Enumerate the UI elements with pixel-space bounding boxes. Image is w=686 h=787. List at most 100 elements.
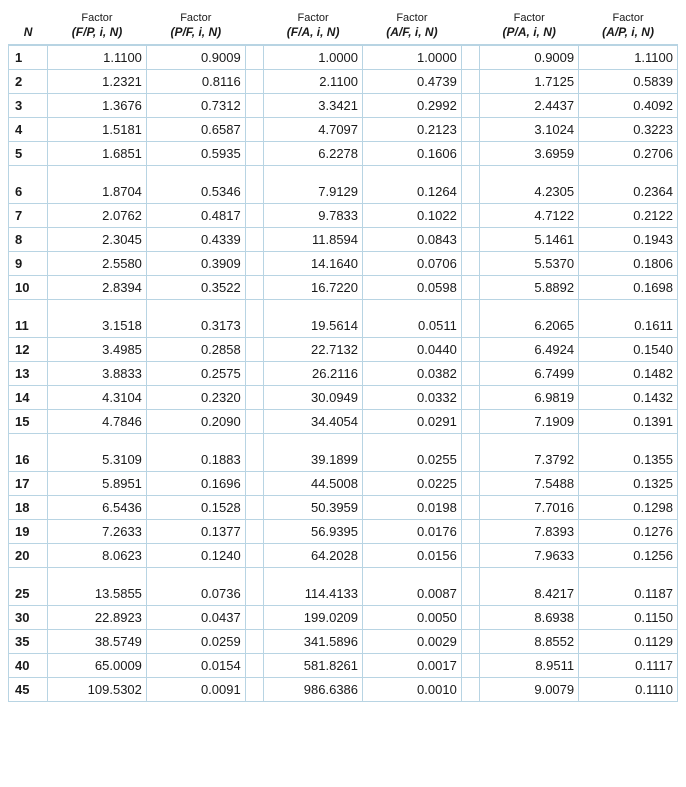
- cell-value: 1.0000: [363, 45, 462, 70]
- col-n: N: [9, 8, 48, 45]
- cell-value: 0.3522: [146, 275, 245, 299]
- cell-value: 3.1518: [48, 314, 147, 338]
- cell-value: 2.5580: [48, 251, 147, 275]
- cell-value: 0.4817: [146, 203, 245, 227]
- cell-value: 0.7312: [146, 93, 245, 117]
- cell-value: 0.1298: [579, 495, 678, 519]
- cell-n: 19: [9, 519, 48, 543]
- cell-value: 0.0382: [363, 361, 462, 385]
- cell-value: 6.2065: [480, 314, 579, 338]
- table-row: 123.49850.285822.71320.04406.49240.1540: [9, 337, 678, 361]
- cell-value: 0.8116: [146, 69, 245, 93]
- table-row: 186.54360.152850.39590.01987.70160.1298: [9, 495, 678, 519]
- cell-value: 0.1482: [579, 361, 678, 385]
- cell-n: 11: [9, 314, 48, 338]
- cell-gap: [461, 141, 480, 165]
- cell-value: 0.1391: [579, 409, 678, 433]
- cell-value: 0.1698: [579, 275, 678, 299]
- cell-value: 0.0598: [363, 275, 462, 299]
- cell-value: 1.1100: [579, 45, 678, 70]
- cell-n: 25: [9, 582, 48, 606]
- col-gap-1: [245, 8, 264, 45]
- cell-n: 3: [9, 93, 48, 117]
- cell-n: 17: [9, 471, 48, 495]
- cell-value: 0.1883: [146, 448, 245, 472]
- cell-value: 0.2575: [146, 361, 245, 385]
- cell-value: 0.2992: [363, 93, 462, 117]
- table-row: 165.31090.188339.18990.02557.37920.1355: [9, 448, 678, 472]
- cell-n: 4: [9, 117, 48, 141]
- cell-value: 0.9009: [146, 45, 245, 70]
- table-row: 197.26330.137756.93950.01767.83930.1276: [9, 519, 678, 543]
- cell-value: 0.0736: [146, 582, 245, 606]
- cell-gap: [245, 361, 264, 385]
- table-row: 133.88330.257526.21160.03826.74990.1482: [9, 361, 678, 385]
- cell-value: 7.1909: [480, 409, 579, 433]
- table-row: 113.15180.317319.56140.05116.20650.1611: [9, 314, 678, 338]
- table-row: 41.51810.65874.70970.21233.10240.3223: [9, 117, 678, 141]
- spacer-row: [9, 165, 678, 180]
- cell-value: 22.8923: [48, 605, 147, 629]
- cell-value: 7.8393: [480, 519, 579, 543]
- cell-gap: [461, 251, 480, 275]
- cell-gap: [245, 251, 264, 275]
- cell-value: 1.1100: [48, 45, 147, 70]
- cell-value: 341.5896: [264, 629, 363, 653]
- cell-value: 11.8594: [264, 227, 363, 251]
- cell-value: 1.7125: [480, 69, 579, 93]
- cell-value: 4.7097: [264, 117, 363, 141]
- cell-gap: [245, 227, 264, 251]
- cell-value: 0.1187: [579, 582, 678, 606]
- cell-gap: [461, 227, 480, 251]
- cell-value: 8.8552: [480, 629, 579, 653]
- cell-gap: [461, 409, 480, 433]
- cell-gap: [461, 543, 480, 567]
- cell-value: 5.1461: [480, 227, 579, 251]
- cell-value: 0.1240: [146, 543, 245, 567]
- cell-value: 986.6386: [264, 677, 363, 701]
- cell-value: 3.8833: [48, 361, 147, 385]
- cell-value: 0.0087: [363, 582, 462, 606]
- cell-value: 0.0259: [146, 629, 245, 653]
- col-ap: Factor (A/P, i, N): [579, 8, 678, 45]
- col-fp: Factor (F/P, i, N): [48, 8, 147, 45]
- cell-value: 50.3959: [264, 495, 363, 519]
- cell-value: 65.0009: [48, 653, 147, 677]
- cell-value: 6.5436: [48, 495, 147, 519]
- cell-value: 0.1355: [579, 448, 678, 472]
- spacer-row: [9, 299, 678, 314]
- cell-value: 9.7833: [264, 203, 363, 227]
- table-row: 154.78460.209034.40540.02917.19090.1391: [9, 409, 678, 433]
- cell-value: 0.0198: [363, 495, 462, 519]
- cell-value: 0.2364: [579, 180, 678, 204]
- cell-gap: [461, 629, 480, 653]
- cell-value: 0.2858: [146, 337, 245, 361]
- cell-value: 0.2090: [146, 409, 245, 433]
- cell-gap: [461, 605, 480, 629]
- cell-value: 0.4339: [146, 227, 245, 251]
- cell-gap: [245, 45, 264, 70]
- table-row: 102.83940.352216.72200.05985.88920.1698: [9, 275, 678, 299]
- cell-value: 8.9511: [480, 653, 579, 677]
- cell-value: 38.5749: [48, 629, 147, 653]
- cell-value: 0.1943: [579, 227, 678, 251]
- cell-value: 0.0225: [363, 471, 462, 495]
- cell-value: 30.0949: [264, 385, 363, 409]
- interest-factor-table: N Factor (F/P, i, N) Factor (P/F, i, N) …: [8, 8, 678, 702]
- cell-gap: [245, 180, 264, 204]
- cell-value: 0.2122: [579, 203, 678, 227]
- cell-value: 0.0255: [363, 448, 462, 472]
- cell-gap: [245, 629, 264, 653]
- cell-value: 1.5181: [48, 117, 147, 141]
- table-row: 92.55800.390914.16400.07065.53700.1806: [9, 251, 678, 275]
- cell-gap: [461, 203, 480, 227]
- cell-value: 0.1432: [579, 385, 678, 409]
- cell-value: 3.6959: [480, 141, 579, 165]
- cell-n: 15: [9, 409, 48, 433]
- cell-value: 1.2321: [48, 69, 147, 93]
- cell-value: 0.3223: [579, 117, 678, 141]
- cell-value: 13.5855: [48, 582, 147, 606]
- cell-value: 4.7122: [480, 203, 579, 227]
- cell-n: 8: [9, 227, 48, 251]
- table-row: 4065.00090.0154581.82610.00178.95110.111…: [9, 653, 678, 677]
